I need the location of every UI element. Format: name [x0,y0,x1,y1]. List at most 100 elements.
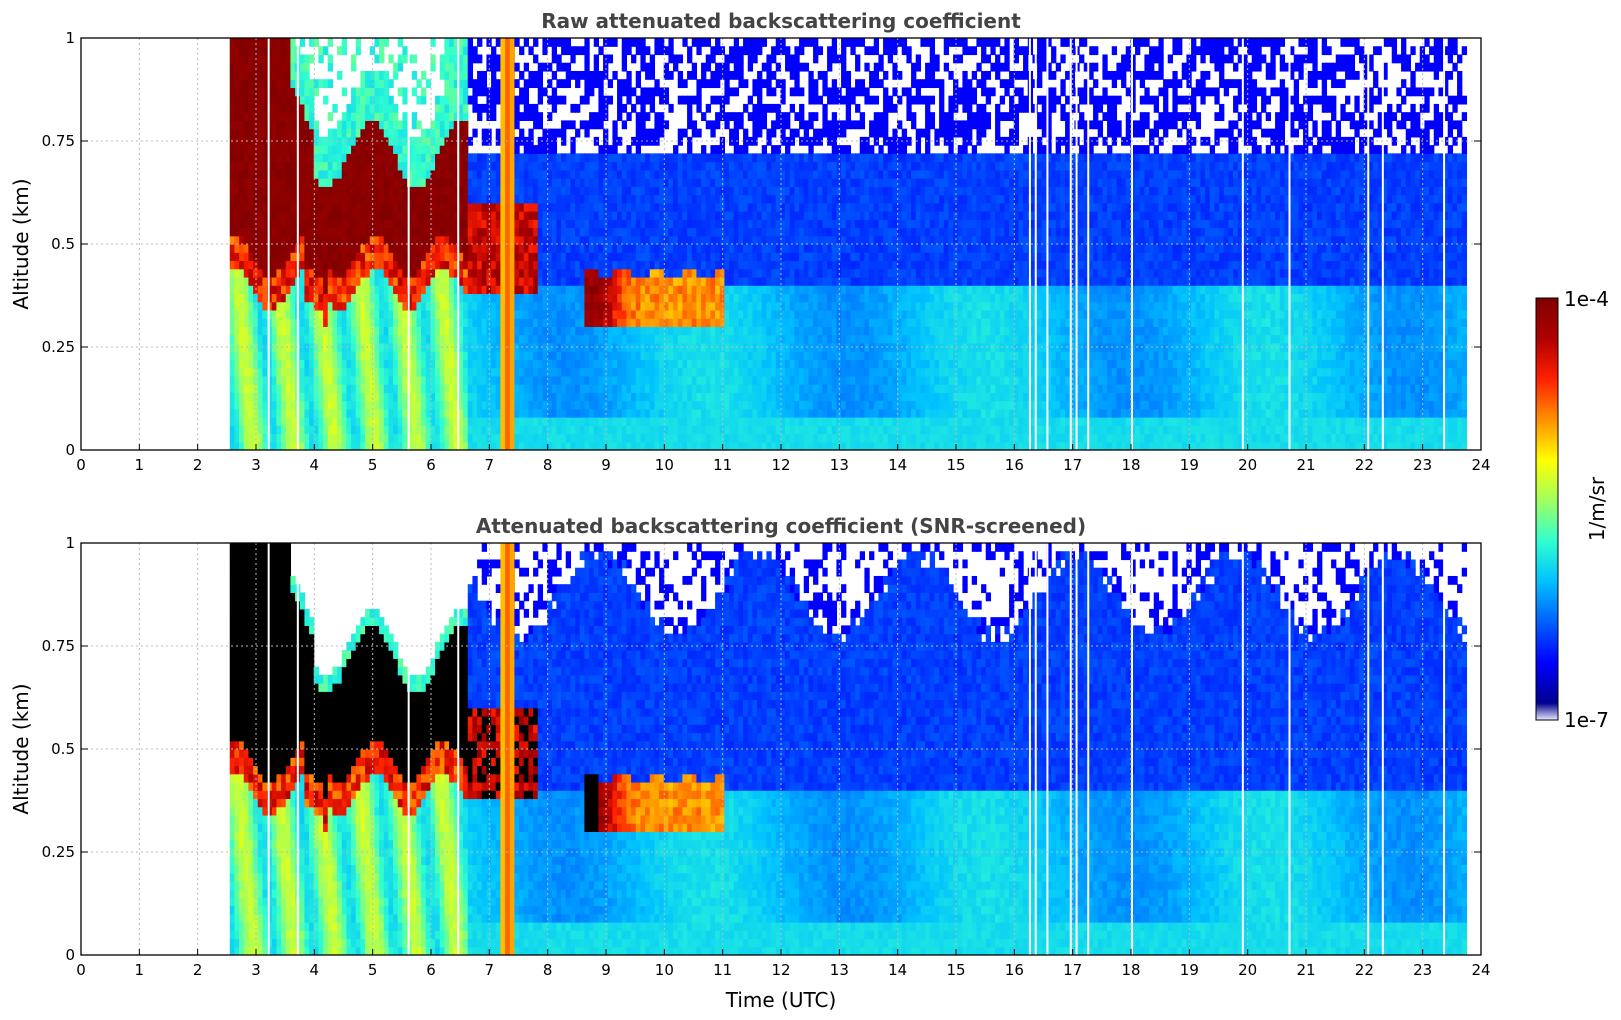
heatmap-cell [463,145,469,154]
heatmap-cell [519,367,525,377]
heatmap-cell [635,285,642,295]
heatmap-cell [393,417,399,426]
heatmap-cell [458,128,464,138]
heatmap-cell [589,178,595,187]
heatmap-cell [589,400,595,410]
heatmap-cell [393,161,399,171]
heatmap-cell [318,326,324,336]
heatmap-cell [715,433,721,443]
heatmap-cell [542,417,548,426]
heatmap-cell [309,79,315,89]
heatmap-cell [505,326,511,336]
heatmap-cell [705,400,712,410]
heatmap-cell [579,384,586,393]
heatmap-cell [509,153,516,163]
heatmap-cell [481,169,488,179]
heatmap-cell [603,186,609,196]
heatmap-cell [687,301,693,311]
heatmap-cell [234,46,240,56]
heatmap-cell [388,161,394,171]
heatmap-cell [645,153,651,163]
heatmap-cell [355,178,362,187]
heatmap-cell [439,359,446,369]
heatmap-cell [607,202,614,212]
heatmap-cell [243,334,250,344]
heatmap-cell [435,384,441,393]
heatmap-cell [402,334,408,344]
heatmap-cell [640,103,646,113]
heatmap-cell [579,227,586,237]
heatmap-cell [743,392,749,402]
heatmap-cell [579,252,586,262]
heatmap-cell [477,153,483,163]
heatmap-cell [463,433,469,443]
heatmap-cell [598,441,604,450]
heatmap-cell [603,433,609,443]
heatmap-cell [332,318,338,327]
heatmap-cell [393,425,399,435]
heatmap-cell [397,260,404,270]
heatmap-cell [500,392,506,402]
heatmap-cell [439,120,446,130]
heatmap-cell [551,318,558,327]
heatmap-cell [677,235,684,245]
heatmap-cell [309,235,315,245]
heatmap-cell [710,375,716,385]
heatmap-cell [701,375,707,385]
heatmap-cell [565,400,572,410]
heatmap-cell [509,169,516,179]
heatmap-cell [318,252,324,262]
heatmap-cell [528,285,534,295]
heatmap-cell [477,408,483,418]
heatmap-cell [612,318,618,327]
heatmap-cell [603,38,609,47]
heatmap-cell [701,285,707,295]
heatmap-cell [239,260,245,270]
heatmap-cell [360,219,366,229]
heatmap-cell [248,38,254,47]
heatmap-cell [332,202,338,212]
heatmap-cell [682,417,688,426]
heatmap-cell [537,62,544,72]
heatmap-cell [640,136,646,146]
heatmap-cell [318,186,324,196]
heatmap-cell [267,293,273,303]
heatmap-cell [691,268,698,278]
heatmap-cell [444,351,450,360]
heatmap-cell [467,301,474,311]
heatmap-cell [327,235,334,245]
heatmap-cell [509,79,516,89]
heatmap-cell [318,309,324,319]
heatmap-cell [425,169,432,179]
heatmap-cell [388,54,394,64]
heatmap-cell [374,79,380,89]
heatmap-cell [407,194,413,204]
heatmap-cell [514,384,520,393]
heatmap-cell [612,260,618,270]
heatmap-cell [598,384,604,393]
heatmap-cell [589,186,595,196]
heatmap-cell [397,384,404,393]
heatmap-cell [304,441,310,450]
heatmap-cell [229,244,236,253]
heatmap-cell [332,136,338,146]
heatmap-cell [327,318,334,327]
heatmap-cell [421,433,427,443]
heatmap-cell [365,400,371,410]
heatmap-cell [673,392,679,402]
heatmap-cell [589,301,595,311]
heatmap-cell [463,392,469,402]
heatmap-cell [729,384,735,393]
heatmap-cell [402,326,408,336]
heatmap-cell [346,301,352,311]
heatmap-cell [673,326,679,336]
heatmap-cell [724,62,730,72]
heatmap-cell [402,120,408,130]
heatmap-cell [523,153,530,163]
heatmap-cell [239,87,245,97]
heatmap-cell [682,334,688,344]
heatmap-cell [285,79,292,89]
heatmap-cell [547,244,553,253]
heatmap-cell [561,136,567,146]
heatmap-cell [542,400,548,410]
